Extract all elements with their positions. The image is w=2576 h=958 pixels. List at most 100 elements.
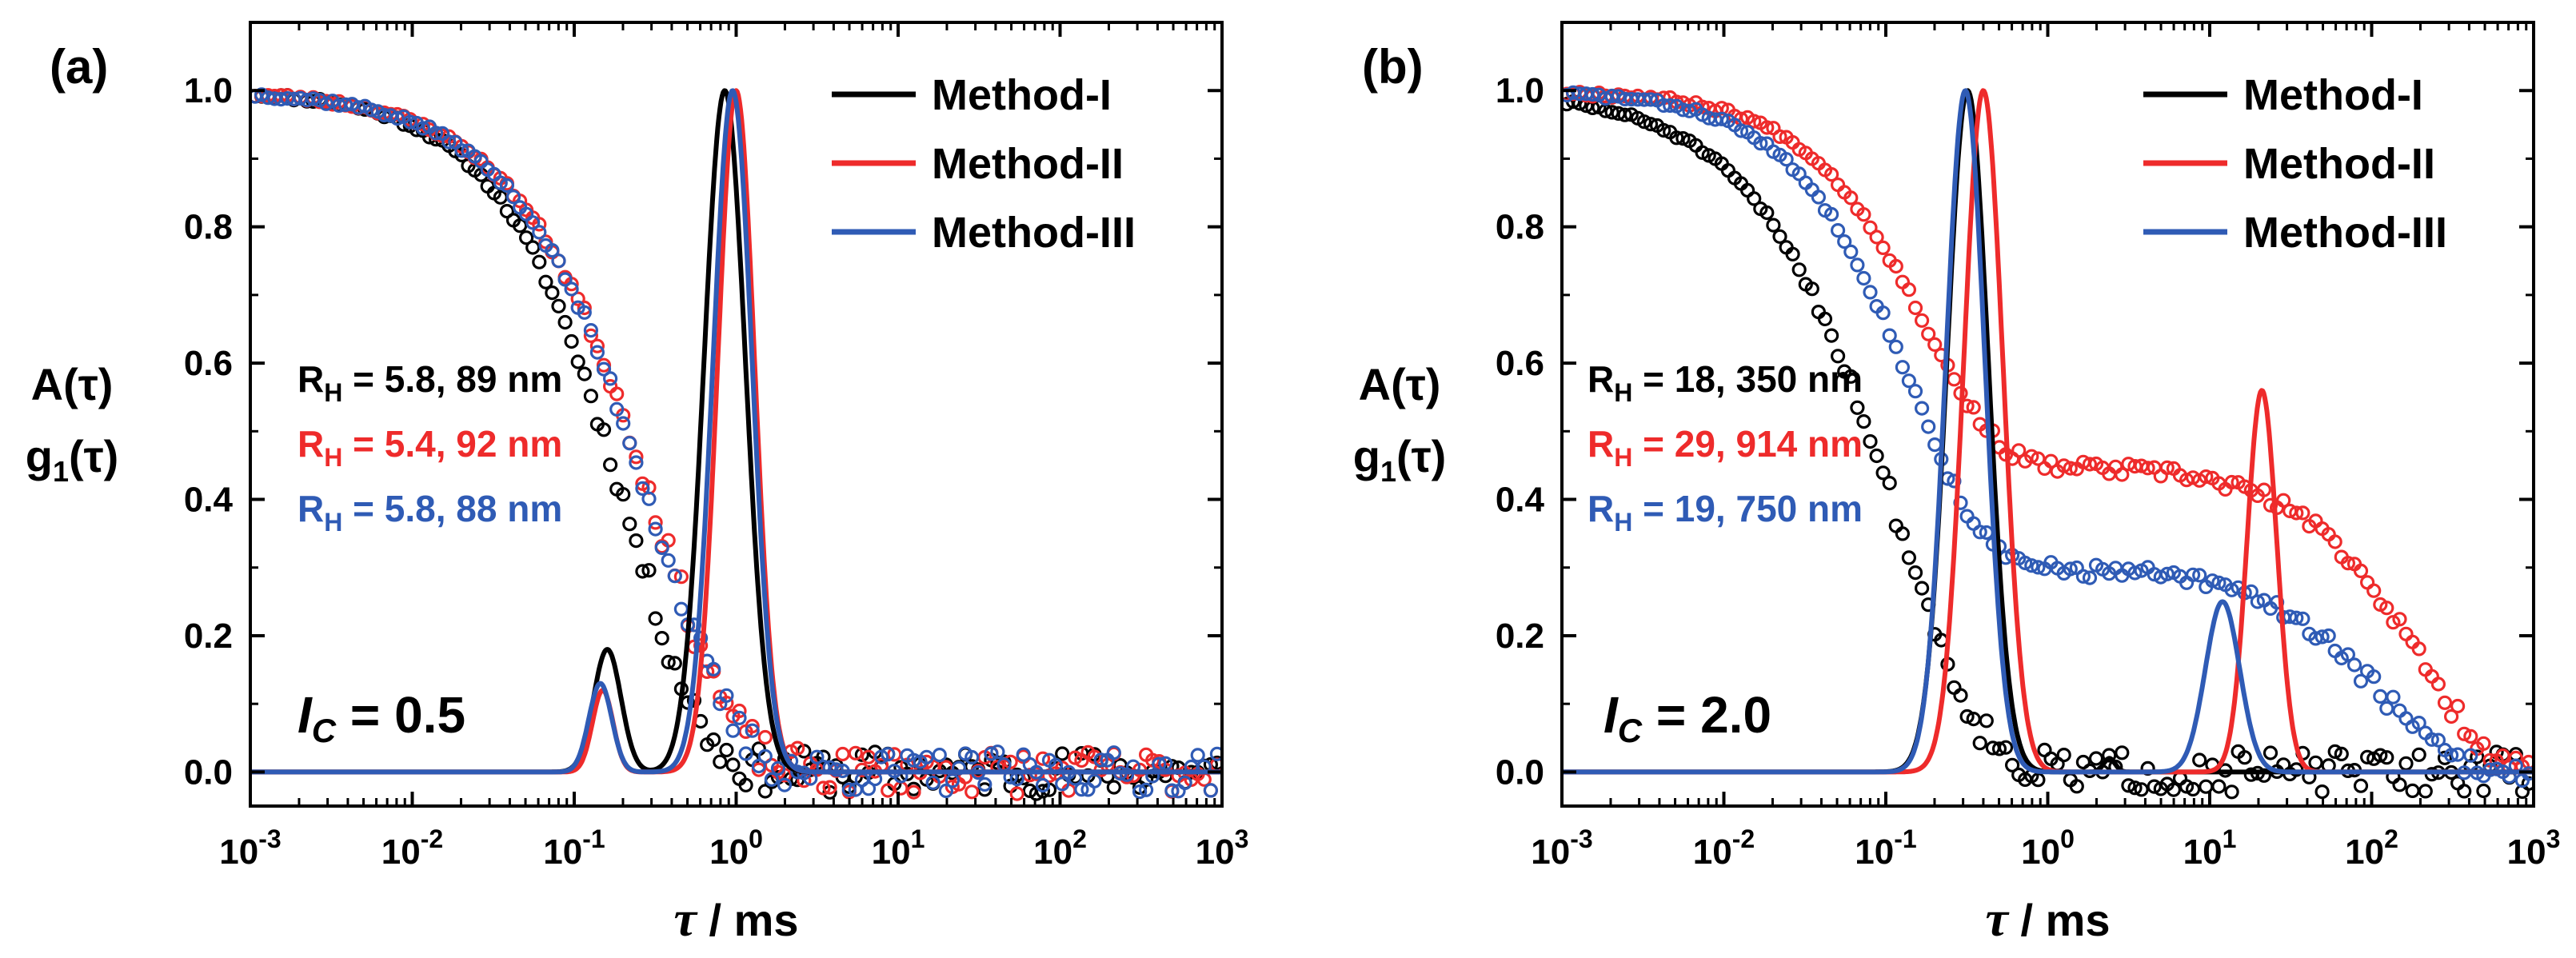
data-point xyxy=(518,230,534,245)
x-tick-label: 10-1 xyxy=(1855,824,1916,872)
data-point xyxy=(751,758,766,774)
data-point xyxy=(745,723,760,738)
data-point xyxy=(2082,570,2098,585)
data-point xyxy=(1959,709,1975,724)
data-point xyxy=(1907,565,1923,581)
data-point xyxy=(2031,772,2046,788)
data-point xyxy=(1035,784,1051,799)
data-point xyxy=(545,285,560,301)
data-point xyxy=(2444,748,2459,763)
data-point xyxy=(1875,305,1891,321)
data-point xyxy=(2199,779,2214,794)
data-point xyxy=(306,91,321,106)
data-point xyxy=(602,457,618,473)
data-point xyxy=(2463,748,2478,763)
data-point xyxy=(1785,246,1800,261)
data-point xyxy=(616,416,631,431)
legend-label-method-i: Method-I xyxy=(932,71,1112,119)
data-point xyxy=(906,784,921,800)
data-point xyxy=(835,746,850,762)
data-point xyxy=(2262,745,2278,760)
data-point xyxy=(609,386,625,401)
data-point xyxy=(2314,629,2330,645)
data-point xyxy=(1837,234,1852,249)
data-point xyxy=(661,654,676,670)
data-point xyxy=(1856,207,1871,222)
data-point xyxy=(965,749,980,765)
data-point xyxy=(1016,747,1031,762)
data-point xyxy=(1863,220,1878,235)
data-point xyxy=(1882,328,1897,343)
data-point xyxy=(2005,757,2020,772)
data-point xyxy=(2134,782,2149,797)
data-point xyxy=(532,217,547,232)
data-point xyxy=(770,760,786,776)
data-point xyxy=(2147,779,2162,794)
x-axis-title: τ / ms xyxy=(673,890,798,947)
data-point xyxy=(757,784,773,799)
data-point xyxy=(583,328,599,343)
data-point xyxy=(2186,781,2201,797)
data-point xyxy=(1663,98,1678,114)
data-point xyxy=(351,100,366,115)
data-point xyxy=(602,371,618,386)
data-point xyxy=(648,521,663,537)
data-point xyxy=(1811,190,1826,205)
data-point xyxy=(2024,449,2039,464)
ic-label: IC = 0.5 xyxy=(298,686,465,749)
data-point xyxy=(1035,777,1051,793)
data-point xyxy=(1915,313,1930,328)
data-point xyxy=(2224,474,2239,490)
data-point xyxy=(2031,560,2046,575)
data-point xyxy=(2166,782,2181,797)
data-point xyxy=(551,298,566,313)
data-point xyxy=(1824,167,1839,182)
data-point xyxy=(629,533,644,549)
data-point xyxy=(2186,567,2201,582)
data-point xyxy=(1921,326,1936,341)
data-point xyxy=(1009,786,1024,801)
data-point xyxy=(1203,783,1219,798)
data-point xyxy=(551,253,566,269)
data-point xyxy=(2276,493,2291,508)
data-point xyxy=(512,218,528,234)
data-point xyxy=(2411,715,2426,731)
x-tick-label: 102 xyxy=(1033,824,1087,872)
y-tick-label: 0.0 xyxy=(1496,752,1544,792)
data-point xyxy=(1972,525,1987,540)
legend-label-method-i: Method-I xyxy=(2243,71,2423,119)
data-point xyxy=(532,225,547,240)
data-point xyxy=(2430,732,2446,748)
data-point xyxy=(532,254,547,269)
data-point xyxy=(1804,281,1819,297)
data-point xyxy=(1682,103,1697,118)
data-point xyxy=(2418,784,2433,799)
data-point xyxy=(906,752,921,768)
data-point xyxy=(1209,746,1222,761)
data-point xyxy=(1921,419,1936,434)
data-point xyxy=(2043,453,2059,469)
data-point xyxy=(1643,92,1659,107)
data-point xyxy=(2121,778,2136,793)
data-point xyxy=(2063,461,2078,476)
rh-annotation: RH = 5.8, 88 nm xyxy=(298,488,562,537)
data-point xyxy=(364,102,379,118)
data-point xyxy=(1927,337,1943,352)
data-point xyxy=(557,314,573,330)
y-axis-title-g: g1(τ) xyxy=(1353,431,1447,488)
data-point xyxy=(706,661,721,677)
legend-label-method-iii: Method-III xyxy=(2243,209,2447,257)
data-point xyxy=(1636,114,1651,130)
x-tick-label: 10-2 xyxy=(1693,824,1755,872)
rh-annotation: RH = 5.4, 92 nm xyxy=(298,423,562,472)
data-point xyxy=(2476,783,2491,799)
data-point xyxy=(2069,779,2084,794)
data-point xyxy=(1888,518,1903,533)
data-point xyxy=(2379,601,2394,616)
data-point xyxy=(2373,689,2388,705)
data-point xyxy=(1991,741,2007,756)
data-point xyxy=(2346,657,2362,673)
data-point xyxy=(1106,745,1121,760)
data-point xyxy=(505,190,521,205)
